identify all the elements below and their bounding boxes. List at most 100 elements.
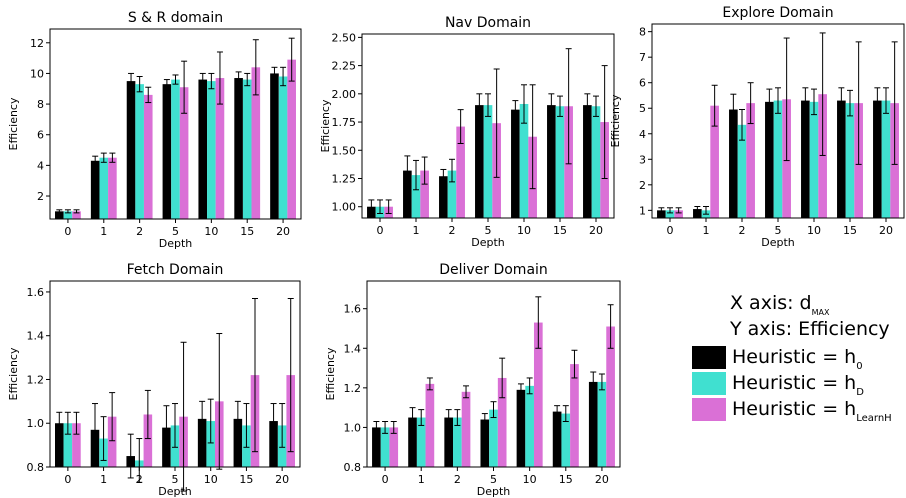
error-bar-hLearnH <box>675 207 682 214</box>
bar-h0 <box>547 105 556 218</box>
bar-h0 <box>403 170 412 218</box>
bar-hD <box>278 76 288 219</box>
error-bar-hLearnH <box>288 37 295 82</box>
legend-label-h0: Heuristic = h0 <box>732 346 863 372</box>
y-tick-label: 2.00 <box>332 88 357 101</box>
error-bar-hLearnH <box>571 349 578 379</box>
error-bar-h0 <box>199 400 206 437</box>
y-tick-label: 2.25 <box>332 60 357 73</box>
bar-hLearnH <box>107 416 117 467</box>
bar-h0 <box>90 160 100 219</box>
x-axis-label: Depth <box>471 236 505 249</box>
bar-hLearnH <box>143 94 153 219</box>
error-bar-hD <box>847 89 853 117</box>
bar-h0 <box>837 100 846 218</box>
y-tick-label: 1.6 <box>27 286 45 299</box>
error-bar-h0 <box>554 405 561 419</box>
error-bar-hLearnH <box>783 37 790 162</box>
error-bar-hLearnH <box>565 48 572 165</box>
y-tick-label: 3 <box>639 153 646 166</box>
y-tick-label: 12 <box>30 37 44 50</box>
x-tick-label: 20 <box>276 225 290 238</box>
y-axis-label: Efficiency <box>324 347 337 400</box>
error-bar-h0 <box>445 409 452 426</box>
chart-title: Fetch Domain <box>127 262 224 278</box>
bar-hD <box>525 385 534 467</box>
x-tick-label: 5 <box>172 473 179 486</box>
error-bar-h0 <box>92 403 98 457</box>
error-bar-hD <box>521 84 527 124</box>
x-axis-label: Depth <box>159 237 193 250</box>
error-bar-hD <box>703 206 709 215</box>
y-tick-label: 1.2 <box>27 373 45 386</box>
bar-hD <box>519 103 529 218</box>
y-axis-label: Efficiency <box>7 97 20 150</box>
bar-hD <box>63 211 73 219</box>
legend-y-axis-note: Y axis: Efficiency <box>730 318 890 340</box>
x-tick-label: 20 <box>275 473 289 486</box>
error-bar-hLearnH <box>109 392 116 442</box>
bar-h0 <box>126 81 136 219</box>
x-tick-label: 10 <box>807 224 821 237</box>
bar-h0 <box>693 209 702 218</box>
legend-x-axis-subscript: MAX <box>811 308 830 317</box>
error-bar-h0 <box>404 155 411 186</box>
chart-2: Explore Domain 1 2 3 4 5 6 7 8 0 1 2 5 10 15 20 Depth Eff… <box>609 5 905 249</box>
x-tick-label: 2 <box>136 473 143 486</box>
x-tick-label: 0 <box>64 225 71 238</box>
y-tick-label: 10 <box>30 67 44 80</box>
bar-h0 <box>439 176 448 218</box>
error-bar-hLearnH <box>421 156 428 185</box>
error-bar-hD <box>485 93 491 117</box>
legend-swatch-hD <box>692 372 726 395</box>
x-tick-label: 15 <box>843 224 857 237</box>
error-bar-hLearnH <box>607 304 614 349</box>
y-tick-label: 8 <box>37 98 44 111</box>
bar-h0 <box>162 84 172 220</box>
x-tick-label: 15 <box>239 473 253 486</box>
y-tick-label: 2 <box>37 190 44 203</box>
bar-h0 <box>657 210 666 218</box>
bar-hLearnH <box>456 126 465 218</box>
x-axis-label: Depth <box>477 485 511 498</box>
bar-hD <box>737 124 747 218</box>
error-bar-hLearnH <box>216 51 223 105</box>
x-tick-label: 20 <box>879 224 893 237</box>
bar-hLearnH <box>72 211 81 219</box>
chart-4: Deliver Domain 0.8 1.0 1.2 1.4 1.6 0 1 2 5 10 15 20 D… <box>324 262 621 498</box>
bar-h0 <box>729 109 738 218</box>
legend-label-hD: Heuristic = hD <box>732 372 864 398</box>
bar-hLearnH <box>420 170 429 218</box>
y-tick-label: 1.2 <box>344 382 362 395</box>
error-bar-h0 <box>481 413 488 426</box>
bar-hD <box>881 100 891 218</box>
error-bar-hD <box>208 72 215 90</box>
error-bar-hD <box>207 398 214 444</box>
x-tick-label: 2 <box>449 224 456 237</box>
error-bar-h0 <box>56 209 63 214</box>
error-bar-hD <box>100 152 107 163</box>
error-bar-hD <box>598 373 605 391</box>
error-bar-hLearnH <box>73 411 80 435</box>
error-bar-hD <box>413 159 419 191</box>
error-bar-hLearnH <box>390 420 397 434</box>
x-tick-label: 20 <box>589 224 603 237</box>
error-bar-hD <box>136 76 143 93</box>
y-tick-label: 1.50 <box>332 144 357 157</box>
y-tick-label: 1.0 <box>27 417 45 430</box>
x-tick-label: 0 <box>667 224 674 237</box>
bar-hLearnH <box>497 377 507 467</box>
error-bar-hD <box>172 74 179 85</box>
y-tick-label: 4 <box>639 128 646 141</box>
y-tick-label: 1.4 <box>344 342 362 355</box>
x-tick-label: 5 <box>775 224 782 237</box>
x-tick-label: 1 <box>418 473 425 486</box>
error-bar-hD <box>382 420 389 434</box>
y-tick-label: 6 <box>37 129 44 142</box>
error-bar-h0 <box>128 72 135 90</box>
error-bar-hD <box>136 438 143 483</box>
error-bar-h0 <box>874 87 881 114</box>
y-tick-label: 8 <box>639 26 646 39</box>
